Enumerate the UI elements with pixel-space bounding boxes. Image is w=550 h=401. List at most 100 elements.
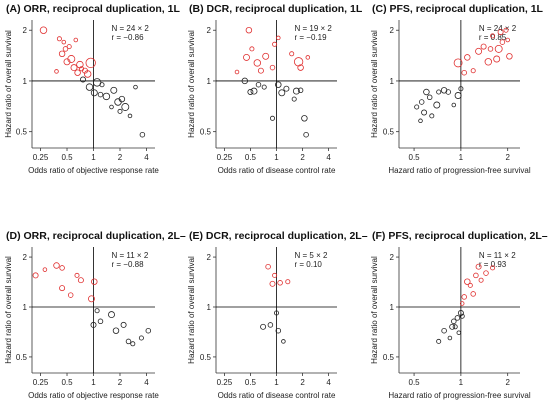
series-1 bbox=[265, 263, 291, 287]
data-point bbox=[145, 327, 152, 334]
data-point bbox=[475, 263, 482, 270]
data-point bbox=[272, 272, 278, 278]
data-point bbox=[61, 39, 67, 45]
data-point bbox=[426, 94, 433, 101]
data-point bbox=[77, 277, 84, 284]
data-point bbox=[505, 37, 510, 43]
x-tick-label: 0.5 bbox=[61, 378, 73, 387]
data-point bbox=[260, 323, 267, 330]
data-point bbox=[454, 92, 462, 99]
data-point bbox=[269, 280, 276, 287]
x-tick-label: 2 bbox=[300, 378, 305, 387]
data-point bbox=[454, 315, 461, 321]
data-point bbox=[275, 327, 282, 334]
x-tick-label: 2 bbox=[300, 153, 305, 162]
data-point bbox=[58, 50, 66, 58]
data-point bbox=[250, 87, 258, 95]
data-point bbox=[56, 36, 62, 42]
x-tick-label: 1 bbox=[459, 378, 464, 387]
panel-title: (D) ORR, reciprocal duplication, 2L– bbox=[6, 230, 186, 242]
series-2 bbox=[260, 310, 286, 344]
data-point bbox=[285, 279, 291, 285]
data-point bbox=[241, 77, 249, 85]
x-axis-label: Odds ratio of objective response rate bbox=[28, 166, 159, 175]
data-point bbox=[490, 33, 496, 39]
y-tick-label: 2 bbox=[23, 253, 28, 262]
data-point bbox=[63, 58, 71, 66]
data-point bbox=[458, 86, 464, 92]
data-point bbox=[130, 341, 136, 347]
y-tick-label: 1 bbox=[23, 303, 28, 312]
data-point bbox=[421, 109, 428, 116]
data-point bbox=[301, 115, 308, 122]
data-point bbox=[278, 89, 286, 97]
data-point bbox=[493, 55, 501, 63]
data-point bbox=[261, 84, 267, 90]
data-point bbox=[456, 330, 462, 335]
data-point bbox=[441, 327, 447, 334]
y-tick-label: 0.5 bbox=[200, 128, 212, 137]
data-point bbox=[281, 339, 286, 344]
data-point bbox=[478, 277, 484, 283]
y-tick-label: 0.5 bbox=[200, 353, 212, 362]
data-point bbox=[109, 104, 114, 110]
x-tick-label: 0.5 bbox=[245, 378, 257, 387]
x-axis-label: Hazard ratio of progression-free surviva… bbox=[388, 391, 531, 400]
x-axis-label: Hazard ratio of progression-free surviva… bbox=[388, 166, 531, 175]
data-point bbox=[461, 69, 467, 76]
data-point bbox=[247, 89, 254, 95]
panel-title: (F) PFS, reciprocal duplication, 2L– bbox=[372, 230, 548, 242]
x-tick-label: 0.25 bbox=[217, 378, 233, 387]
y-tick-label: 0.5 bbox=[16, 128, 28, 137]
stat-r: r = 0.93 bbox=[479, 260, 507, 269]
x-tick-label: 2 bbox=[505, 378, 510, 387]
panel-b: (B) DCR, reciprocal duplication, 1L 0.25 0… bbox=[187, 3, 363, 175]
data-point bbox=[97, 91, 104, 98]
data-point bbox=[90, 321, 97, 328]
data-point bbox=[445, 89, 452, 95]
data-point bbox=[85, 83, 94, 91]
stat-r: r = −0.88 bbox=[112, 260, 145, 269]
x-tick-label: 0.25 bbox=[33, 378, 49, 387]
y-tick-label: 0.5 bbox=[16, 353, 28, 362]
stat-n: N = 11 × 2 bbox=[479, 251, 516, 260]
data-point bbox=[497, 29, 504, 36]
data-point bbox=[139, 131, 146, 138]
y-tick-label: 1 bbox=[390, 77, 395, 86]
y-tick-label: 0.5 bbox=[383, 353, 395, 362]
x-axis-label: Odds ratio of disease control rate bbox=[218, 391, 336, 400]
data-point bbox=[414, 104, 420, 110]
data-point bbox=[418, 118, 423, 124]
data-point bbox=[249, 46, 255, 52]
x-axis-label: Odds ratio of objective response rate bbox=[28, 391, 159, 400]
data-point bbox=[253, 59, 261, 67]
data-point bbox=[503, 27, 509, 33]
data-point bbox=[125, 338, 132, 345]
data-point bbox=[234, 69, 240, 75]
data-point bbox=[67, 292, 74, 298]
data-point bbox=[452, 324, 458, 330]
data-point bbox=[265, 263, 271, 270]
data-point bbox=[276, 35, 281, 41]
y-axis-label: Hazard ratio of overall survival bbox=[370, 256, 379, 364]
data-point bbox=[245, 26, 253, 34]
data-point bbox=[461, 294, 467, 300]
data-point bbox=[449, 323, 456, 330]
data-point bbox=[499, 39, 506, 45]
data-point bbox=[418, 99, 425, 105]
stat-n: N = 24 × 2 bbox=[479, 24, 517, 33]
data-point bbox=[97, 318, 104, 325]
data-point bbox=[506, 53, 513, 60]
stat-n: N = 11 × 2 bbox=[112, 251, 149, 260]
panel-c: (C) PFS, reciprocal duplication, 1L 0.5 1 2… bbox=[370, 3, 544, 175]
x-tick-label: 2 bbox=[505, 153, 510, 162]
data-point bbox=[120, 321, 127, 328]
series-1 bbox=[39, 26, 96, 78]
data-point bbox=[484, 58, 492, 66]
data-point bbox=[102, 92, 111, 101]
data-point bbox=[291, 96, 297, 102]
data-point bbox=[91, 278, 98, 285]
data-point bbox=[459, 301, 465, 306]
data-point bbox=[85, 57, 96, 69]
x-tick-label: 4 bbox=[144, 378, 149, 387]
